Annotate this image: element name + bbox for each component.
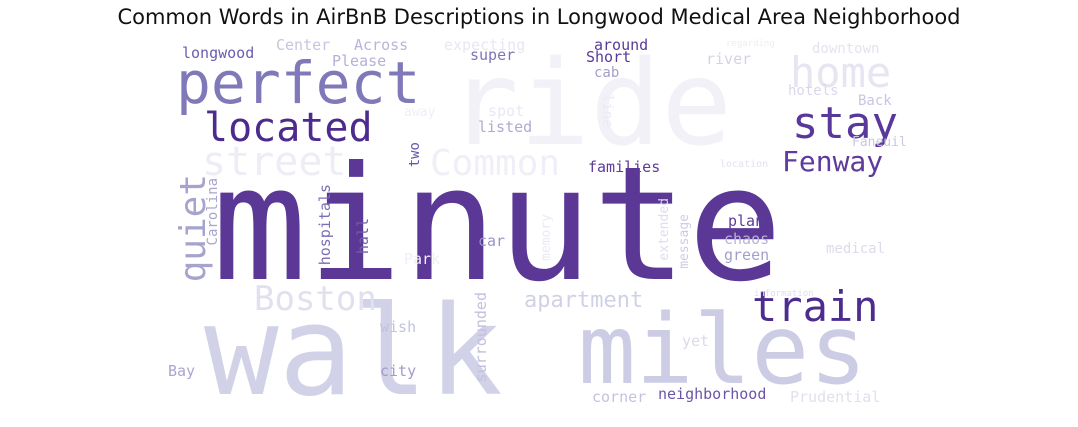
word-neighborhood: neighborhood [658, 385, 767, 403]
word-cab: cab [594, 65, 620, 81]
word-chaos: chaos [724, 230, 770, 248]
word-longwood: longwood [182, 44, 255, 62]
word-faneuil: Faneuil [852, 135, 907, 150]
word-stay: stay [792, 98, 898, 149]
word-carolina: Carolina [205, 178, 221, 246]
word-home: home [790, 48, 892, 97]
word-park: Park [404, 250, 441, 268]
word-perfect: perfect [176, 49, 421, 117]
word-minute: minute [212, 133, 783, 317]
word-fenway: Fenway [782, 145, 884, 178]
word-ride: ride [448, 38, 733, 172]
word-walk: walk [204, 280, 503, 410]
word-two: two [407, 142, 423, 168]
word-line: line [599, 94, 615, 128]
word-boston: Boston [254, 279, 377, 319]
word-short: Short [586, 48, 632, 66]
word-spot: spot [488, 102, 525, 120]
word-city: city [380, 362, 417, 380]
word-extended: extended [657, 198, 672, 261]
word-miles: miles [578, 294, 867, 406]
word-back: Back [858, 93, 892, 109]
word-center: Center [276, 38, 331, 54]
word-message: message [677, 214, 692, 269]
word-away: away [404, 105, 436, 120]
word-located: located [204, 105, 373, 151]
word-prudential: Prudential [790, 388, 881, 406]
word-yet: yet [682, 332, 710, 350]
word-cloud: ride walk miles minute perfect home loca… [168, 38, 908, 410]
word-please: Please [332, 52, 387, 70]
word-river: river [706, 50, 752, 68]
word-common: Common [430, 143, 561, 184]
word-families: families [588, 158, 661, 176]
word-location: location [720, 159, 769, 170]
word-train: train [752, 282, 879, 331]
word-listed: listed [478, 118, 533, 136]
word-wish: wish [380, 318, 417, 336]
word-medical: medical [826, 241, 886, 257]
word-regarding: regarding [726, 39, 775, 49]
word-apartment: apartment [524, 288, 644, 313]
word-expecting: expecting [444, 38, 526, 54]
word-hall: hall [354, 218, 372, 255]
word-surrounded: surrounded [472, 292, 490, 383]
word-downtown: downtown [812, 41, 880, 57]
word-bay: Bay [168, 362, 196, 380]
word-information: information [754, 289, 814, 299]
chart-title: Common Words in AirBnB Descriptions in L… [117, 5, 961, 29]
word-corner: corner [592, 388, 647, 406]
word-car: car [478, 232, 506, 250]
word-across: Across [354, 38, 409, 54]
word-green: green [724, 246, 770, 264]
word-memory: memory [539, 214, 554, 261]
word-hospitals: hospitals [316, 184, 334, 266]
word-super: super [470, 46, 516, 64]
word-hotels: hotels [788, 83, 839, 99]
word-plan: plan [728, 212, 765, 230]
word-street: street [202, 139, 347, 185]
word-around: around [594, 38, 649, 54]
